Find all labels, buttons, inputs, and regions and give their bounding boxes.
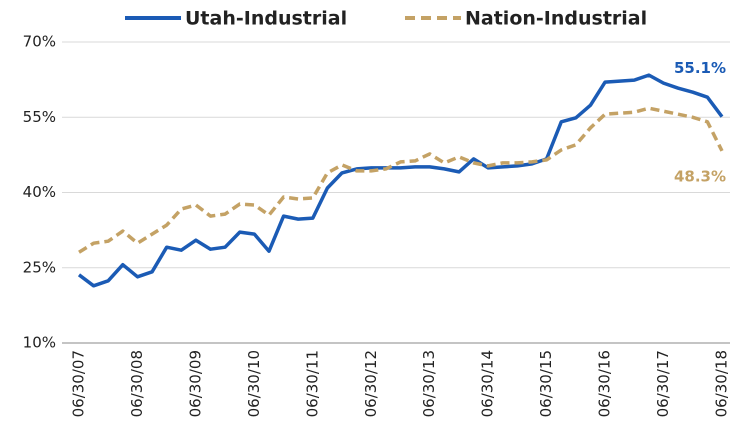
x-tick-label: 06/30/15 (537, 350, 555, 417)
x-tick-label: 06/30/18 (713, 350, 731, 417)
y-tick-label: 40% (23, 183, 56, 201)
x-tick-label: 06/30/17 (654, 350, 672, 417)
x-tick-label: 06/30/13 (420, 350, 438, 417)
x-tick-label: 06/30/10 (245, 350, 263, 417)
x-tick-label: 06/30/14 (479, 350, 497, 417)
y-tick-label: 10% (23, 334, 56, 352)
x-tick-label: 06/30/09 (186, 350, 204, 417)
x-tick-label: 06/30/07 (70, 350, 88, 417)
y-tick-label: 25% (23, 258, 56, 276)
x-tick-label: 06/30/12 (362, 350, 380, 417)
legend-label: Utah-Industrial (185, 8, 347, 30)
data-label: 48.3% (674, 167, 726, 185)
series-line (77, 73, 724, 288)
x-tick-label: 06/30/08 (128, 350, 146, 417)
y-tick-label: 55% (23, 108, 56, 126)
legend-label: Nation-Industrial (465, 8, 647, 30)
x-tick-label: 06/30/16 (596, 350, 614, 417)
series-line (78, 106, 724, 254)
x-tick-label: 06/30/11 (303, 350, 321, 417)
data-label: 55.1% (674, 59, 726, 77)
y-tick-label: 70% (23, 33, 56, 51)
